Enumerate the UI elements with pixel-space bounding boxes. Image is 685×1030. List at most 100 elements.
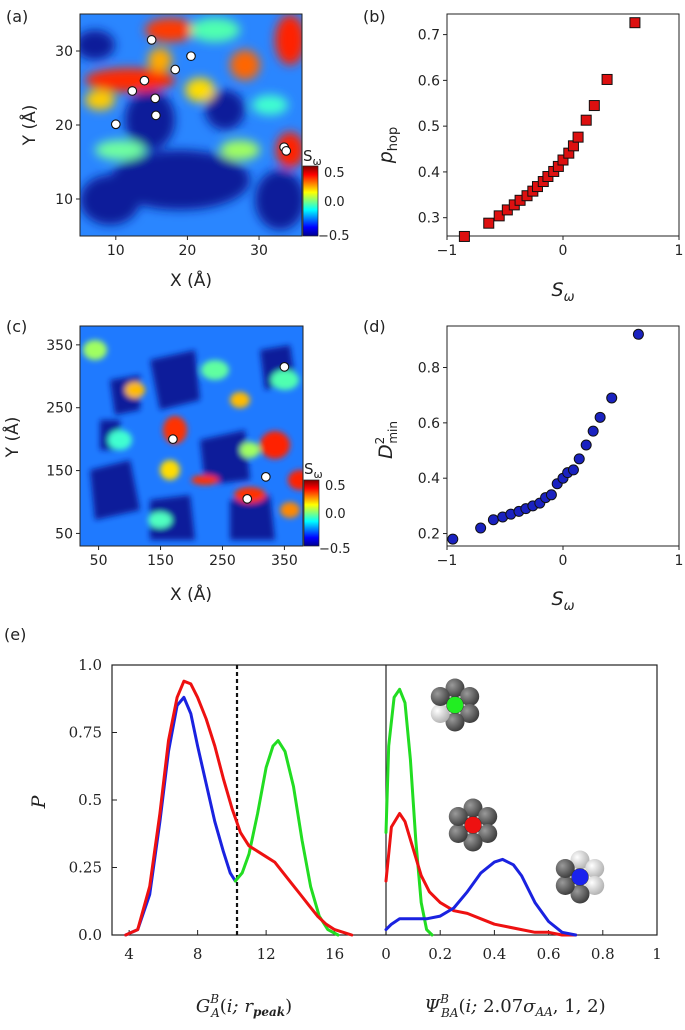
heatmap-a-marker: [281, 146, 292, 156]
scatter-d-ytick-label: 0.4: [418, 471, 440, 487]
heatmap-a-marker: [186, 51, 196, 62]
scatter-b-points: [458, 17, 641, 242]
scatter-d-point: [580, 439, 592, 451]
cluster-atom: [445, 678, 465, 698]
scatter-d-point: [447, 533, 459, 545]
scatter-b-point: [557, 154, 569, 166]
cluster-center-atom: [464, 816, 482, 834]
cluster-atom: [585, 876, 605, 895]
cluster-atom: [448, 807, 468, 826]
heatmap-c-xtick-label: 150: [147, 553, 174, 569]
chart-e1-series-blue: [124, 695, 237, 937]
heatmap-c-ylabel: Y (Å): [1, 417, 23, 459]
cluster-atom: [585, 859, 605, 878]
scatter-b-point: [601, 73, 613, 85]
heatmap-a-marker: [150, 93, 161, 104]
scatter-d-point: [606, 392, 618, 404]
heatmap-a-axes: 10 20 30 10 20 30: [55, 44, 268, 259]
scatter-b-xlabel: Sω: [552, 279, 575, 305]
chart-e2-series-green: [384, 687, 434, 937]
scatter-d-ytick-label: 0.2: [418, 527, 440, 543]
chart-e1-xtick-label: 16: [325, 945, 344, 963]
chart-e1-xtick-label: 4: [124, 945, 134, 963]
cluster-atom: [430, 704, 450, 723]
cluster-atom: [463, 798, 483, 818]
chart-e2-xtick-label: 0.8: [591, 945, 615, 963]
scatter-b-point: [572, 131, 584, 143]
scatter-d-point: [487, 514, 499, 526]
scatter-b-point: [588, 100, 600, 112]
heatmap-a-marker: [110, 119, 121, 130]
heatmap-a-ylabel: Y (Å): [18, 105, 40, 147]
heatmap-a-marker: [146, 35, 157, 45]
heatmap-c-ytick-label: 50: [55, 526, 73, 542]
heatmap-c-xtick-label: 350: [271, 553, 298, 569]
cluster-atom: [460, 704, 480, 723]
scatter-d-xlabel: Sω: [552, 588, 575, 614]
chart-e1-ytick-label: 0.0: [78, 926, 102, 944]
scatter-b-xtick-label: 0: [559, 243, 568, 259]
heatmap-a-marker: [151, 110, 161, 121]
cluster-atom: [570, 850, 590, 870]
heatmap-c-marker: [260, 472, 271, 482]
colorbar-a: Sω 0.5 0.0 −0.5: [302, 147, 350, 244]
scatter-b-xtick-label: −1: [437, 243, 458, 259]
scatter-b-point: [493, 210, 505, 222]
scatter-d-ytick-label: 0.8: [418, 361, 440, 377]
scatter-d-xtick-label: −1: [437, 553, 458, 569]
heatmap-a: [79, 13, 303, 237]
cluster-center-atom: [571, 868, 589, 886]
scatter-b-point: [483, 217, 495, 229]
panel-label-c: (c): [6, 317, 27, 336]
cluster-atom: [463, 832, 483, 852]
scatter-d-point: [594, 411, 606, 423]
scatter-d-point: [632, 328, 644, 340]
chart-e1-ytick-label: 1.0: [78, 656, 102, 674]
scatter-d-point: [573, 453, 585, 465]
cluster-atom: [555, 876, 575, 895]
cluster-inset: [448, 798, 498, 852]
chart-e2-series-blue: [384, 857, 578, 937]
scatter-d-point: [567, 464, 579, 476]
scatter-d-points: [447, 328, 644, 545]
heatmap-c-markers: [168, 362, 290, 504]
chart-e-ylabel: P: [28, 794, 50, 809]
chart-e2-xtick-label: 0.2: [428, 945, 452, 963]
colorbar-a-tick: −0.5: [318, 229, 350, 244]
cluster-atom: [460, 687, 480, 706]
cluster-center-atom: [446, 696, 464, 714]
scatter-d-ylabel: D2min: [373, 421, 400, 459]
chart-e1-ytick-label: 0.5: [78, 791, 102, 809]
chart-e2-xtick-label: 0.6: [537, 945, 561, 963]
panel-label-e: (e): [4, 625, 26, 644]
scatter-b-ytick-label: 0.5: [418, 119, 440, 135]
chart-e1-ytick-label: 0.25: [69, 859, 102, 877]
chart-e2-xtick-label: 0: [381, 945, 391, 963]
heatmap-c-marker: [168, 434, 178, 444]
scatter-d-point: [475, 522, 487, 534]
cluster-atom: [570, 884, 590, 904]
heatmap-a-markers: [110, 35, 292, 156]
heatmap-a-xtick-label: 30: [250, 243, 268, 259]
colorbar-c: Sω 0.5 0.0 −0.5: [303, 460, 351, 557]
scatter-b-ytick-label: 0.3: [418, 211, 440, 227]
panel-label-a: (a): [6, 7, 28, 26]
scatter-b-ytick-label: 0.4: [418, 165, 440, 181]
heatmap-c-marker: [242, 494, 253, 504]
chart-e1-series-green: [233, 739, 340, 937]
scatter-b-xtick-label: 1: [675, 243, 684, 259]
chart-e1-series-red: [124, 679, 354, 937]
colorbar-c-label: Sω: [304, 460, 323, 481]
chart-e2-xlabel: ΨB BA(i; 2.07σAA, 1, 2): [424, 992, 605, 1020]
heatmap-a-ytick-label: 10: [55, 192, 73, 208]
colorbar-a-label: Sω: [303, 147, 322, 168]
heatmap-a-xlabel: X (Å): [170, 269, 212, 291]
colorbar-a-tick: 0.0: [324, 195, 345, 210]
chart-e2-xtick-label: 1: [652, 945, 662, 963]
scatter-d-ytick-label: 0.6: [418, 416, 440, 432]
cluster-inset: [430, 678, 480, 732]
chart-e2-lines: [384, 687, 578, 937]
heatmap-a-ytick-label: 30: [55, 44, 73, 60]
scatter-d-point: [545, 489, 557, 501]
scatter-d-point: [587, 425, 599, 437]
